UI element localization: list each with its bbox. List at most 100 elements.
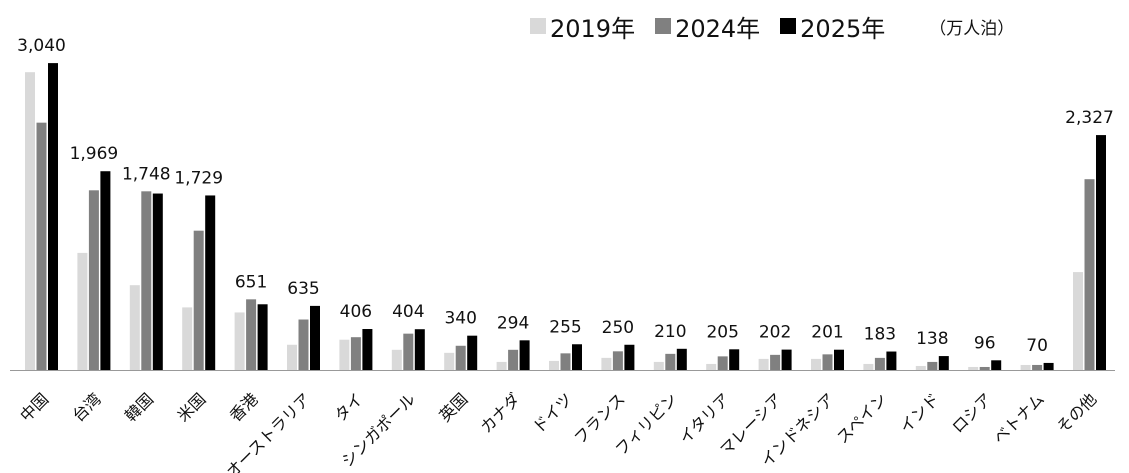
bar-2024-16 xyxy=(874,357,885,370)
bars-group xyxy=(25,63,1106,371)
data-label-14: 202 xyxy=(759,323,791,343)
bar-2025-6 xyxy=(362,329,373,370)
unit-label: （万人泊） xyxy=(929,18,1015,39)
bar-2019-17 xyxy=(915,365,926,370)
bar-2025-15 xyxy=(834,349,844,370)
bar-2025-20 xyxy=(1096,135,1106,370)
bar-2025-13 xyxy=(729,349,740,370)
bar-2019-13 xyxy=(706,363,717,370)
x-tick-label-2: 韓国 xyxy=(121,389,157,425)
legend-item-2025: 2025年 xyxy=(780,9,885,44)
data-label-19: 70 xyxy=(1026,336,1048,356)
bar-2024-10 xyxy=(560,353,571,370)
bar-2019-7 xyxy=(391,349,402,370)
bar-2025-7 xyxy=(414,329,425,370)
bar-2024-0 xyxy=(36,122,47,371)
bar-2019-4 xyxy=(234,312,245,370)
data-label-20: 2,327 xyxy=(1065,108,1114,128)
bar-2025-12 xyxy=(676,348,687,370)
x-tick-label-19: ベトナム xyxy=(990,389,1048,447)
data-label-0: 3,040 xyxy=(17,36,66,56)
bar-2024-18 xyxy=(979,366,990,370)
data-label-1: 1,969 xyxy=(70,144,119,164)
bar-2025-17 xyxy=(938,356,949,370)
data-label-8: 340 xyxy=(444,309,476,329)
bar-2025-3 xyxy=(205,195,216,370)
bar-2019-0 xyxy=(25,72,35,370)
bar-2019-12 xyxy=(653,361,664,370)
data-label-17: 138 xyxy=(916,329,948,349)
data-label-5: 635 xyxy=(287,279,319,299)
bar-2025-14 xyxy=(781,349,792,370)
bar-2024-11 xyxy=(612,351,623,370)
bar-2024-6 xyxy=(350,337,361,370)
x-tick-label-10: ドイツ xyxy=(529,389,576,436)
bar-2025-9 xyxy=(519,340,530,370)
data-label-7: 404 xyxy=(392,302,424,322)
data-label-10: 255 xyxy=(549,317,581,337)
bar-2025-1 xyxy=(100,171,111,370)
x-tick-label-18: ロシア xyxy=(948,389,995,436)
x-tick-label-6: タイ xyxy=(331,389,367,425)
legend: 2019年 2024年 2025年 （万人泊） xyxy=(530,6,1014,46)
x-tick-label-16: スペイン xyxy=(833,389,891,447)
data-label-2: 1,748 xyxy=(122,164,171,184)
bar-2019-3 xyxy=(182,307,193,370)
legend-swatch-2025 xyxy=(780,18,797,34)
bar-2019-16 xyxy=(863,363,874,370)
x-tick-label-0: 中国 xyxy=(16,389,52,425)
x-tick-label-1: 台湾 xyxy=(69,389,105,425)
bar-2025-5 xyxy=(310,305,320,370)
bar-2019-2 xyxy=(129,285,140,370)
bar-2019-6 xyxy=(339,339,350,370)
data-label-12: 210 xyxy=(654,322,686,342)
bar-2025-11 xyxy=(624,344,635,370)
bar-2024-1 xyxy=(88,190,99,370)
bar-2024-12 xyxy=(665,353,676,370)
data-label-9: 294 xyxy=(497,313,529,333)
data-label-3: 1,729 xyxy=(174,168,223,188)
legend-item-2024: 2024年 xyxy=(655,9,760,44)
legend-label-2019: 2019年 xyxy=(550,14,636,43)
bar-2025-8 xyxy=(467,335,478,370)
legend-label-2025: 2025年 xyxy=(800,14,886,43)
bar-2019-19 xyxy=(1020,364,1031,370)
data-label-4: 651 xyxy=(235,272,267,292)
bar-2024-3 xyxy=(193,230,204,370)
bar-2019-15 xyxy=(811,358,821,370)
bar-2019-1 xyxy=(77,252,88,370)
data-label-18: 96 xyxy=(974,333,996,353)
x-tick-label-17: インド xyxy=(896,389,943,436)
x-tick-label-20: その他 xyxy=(1053,389,1100,436)
bar-2024-4 xyxy=(246,299,257,370)
x-tick-label-4: 香港 xyxy=(226,389,262,425)
bar-2024-15 xyxy=(822,354,833,370)
legend-item-2019: 2019年 xyxy=(530,9,635,44)
x-tick-label-3: 米国 xyxy=(173,389,209,425)
bar-2024-17 xyxy=(927,361,938,370)
x-tick-label-8: 英国 xyxy=(435,389,471,425)
bar-2025-0 xyxy=(48,63,58,370)
bar-2024-5 xyxy=(298,319,309,370)
bar-2019-11 xyxy=(601,357,612,370)
bar-2019-20 xyxy=(1073,272,1083,370)
bar-2019-18 xyxy=(968,366,979,370)
bar-2025-4 xyxy=(257,304,268,370)
bar-2025-2 xyxy=(152,193,163,370)
bar-2019-5 xyxy=(287,344,297,370)
x-tick-label-9: カナダ xyxy=(477,389,524,436)
data-label-13: 205 xyxy=(706,322,738,342)
bar-2024-19 xyxy=(1032,364,1043,370)
data-label-6: 406 xyxy=(340,302,372,322)
bar-2025-10 xyxy=(572,344,582,370)
bar-2024-9 xyxy=(508,349,519,370)
bar-2024-20 xyxy=(1084,179,1095,370)
bar-2024-14 xyxy=(770,354,781,370)
legend-label-2024: 2024年 xyxy=(675,14,761,43)
bar-2019-14 xyxy=(758,358,769,370)
data-label-16: 183 xyxy=(864,325,896,345)
legend-swatch-2024 xyxy=(655,18,672,34)
legend-swatch-2019 xyxy=(530,18,546,34)
data-label-15: 201 xyxy=(811,323,843,343)
